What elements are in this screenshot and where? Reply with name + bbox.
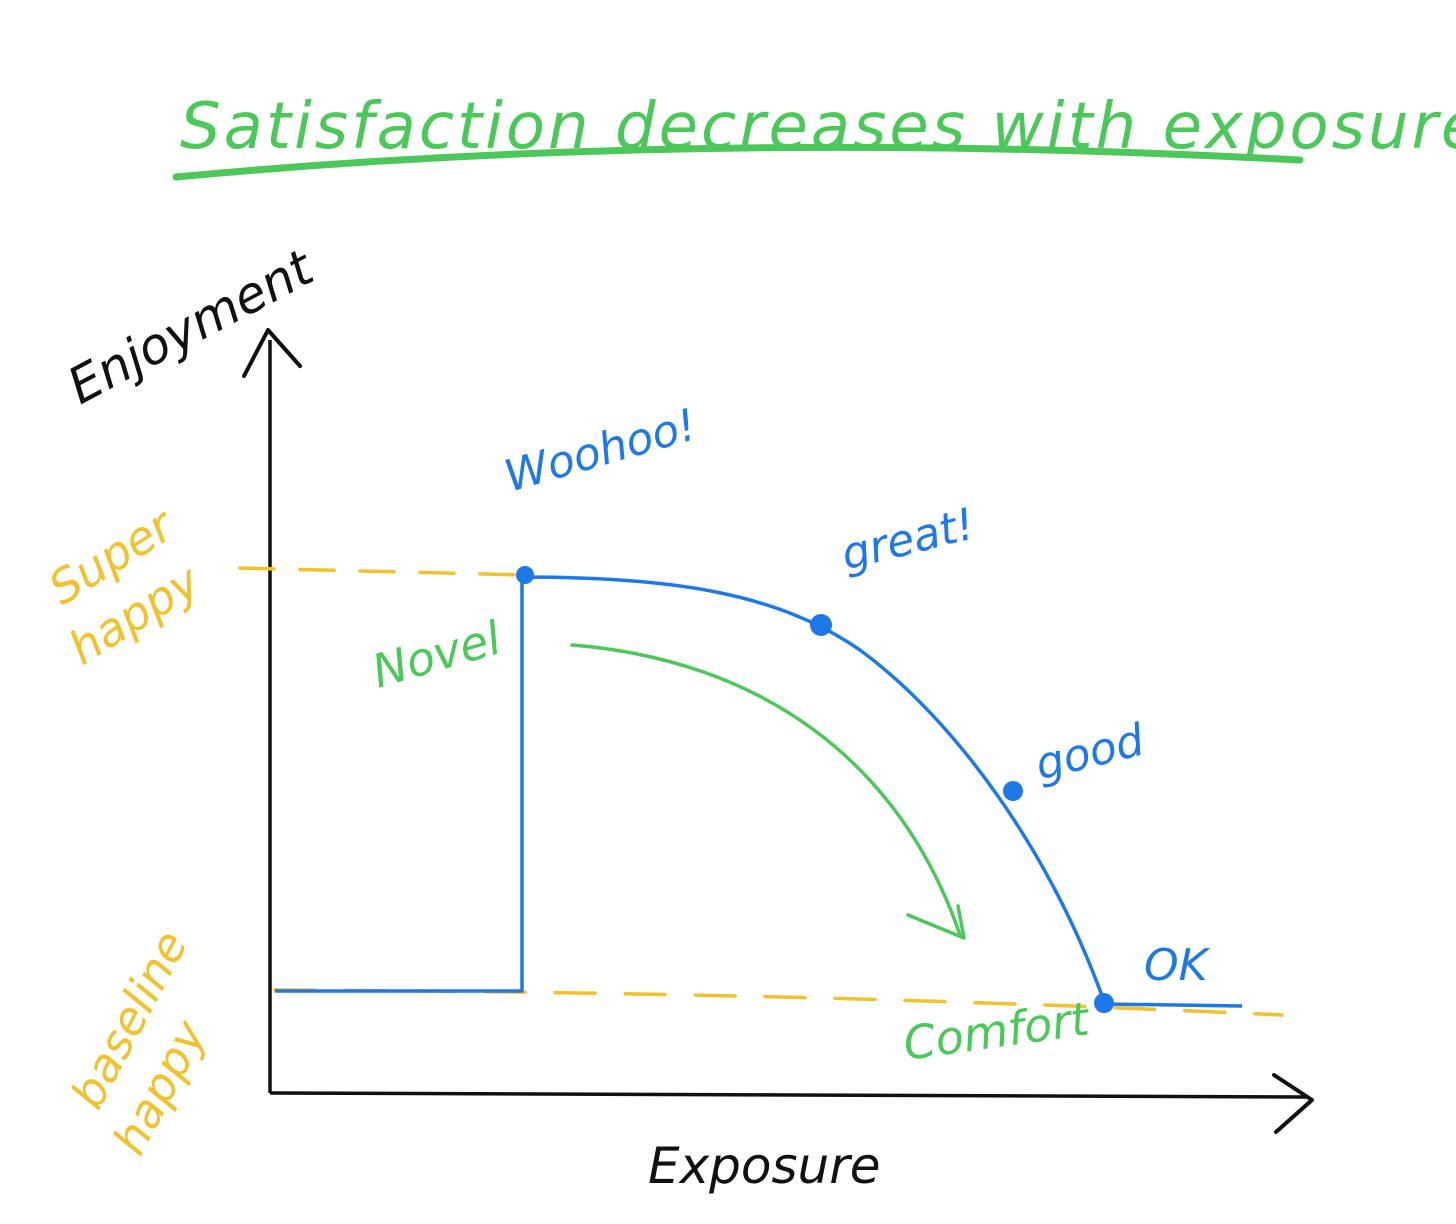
great-label: great!	[836, 499, 979, 581]
comfort-label: Comfort	[900, 991, 1094, 1071]
title-underline	[172, 143, 1304, 181]
x-axis	[269, 1091, 1309, 1099]
novel-label: Novel	[366, 611, 507, 699]
ok-label: OK	[1144, 940, 1211, 991]
x-axis-label: Exposure	[648, 1137, 881, 1195]
novel-to-comfort-arrowhead	[906, 904, 966, 940]
enjoyment-curve	[275, 575, 1243, 1008]
y-axis-arrowhead	[242, 328, 302, 378]
woohoo-label: Woohoo!	[499, 399, 702, 502]
x-axis-arrowhead	[1272, 1073, 1314, 1134]
good-point	[1003, 781, 1023, 801]
y-axis-label: Enjoyment	[58, 237, 324, 415]
good-label: good	[1030, 714, 1150, 790]
novel-to-comfort-arrow	[570, 643, 962, 937]
super-happy-dashed-line	[238, 566, 527, 577]
woohoo-point	[516, 566, 534, 584]
diagram-title: Satisfaction decreases with exposure	[180, 90, 1456, 164]
baseline-happy-dashed-line	[273, 988, 1284, 1017]
ok-point	[1094, 993, 1114, 1013]
great-point	[810, 614, 832, 636]
